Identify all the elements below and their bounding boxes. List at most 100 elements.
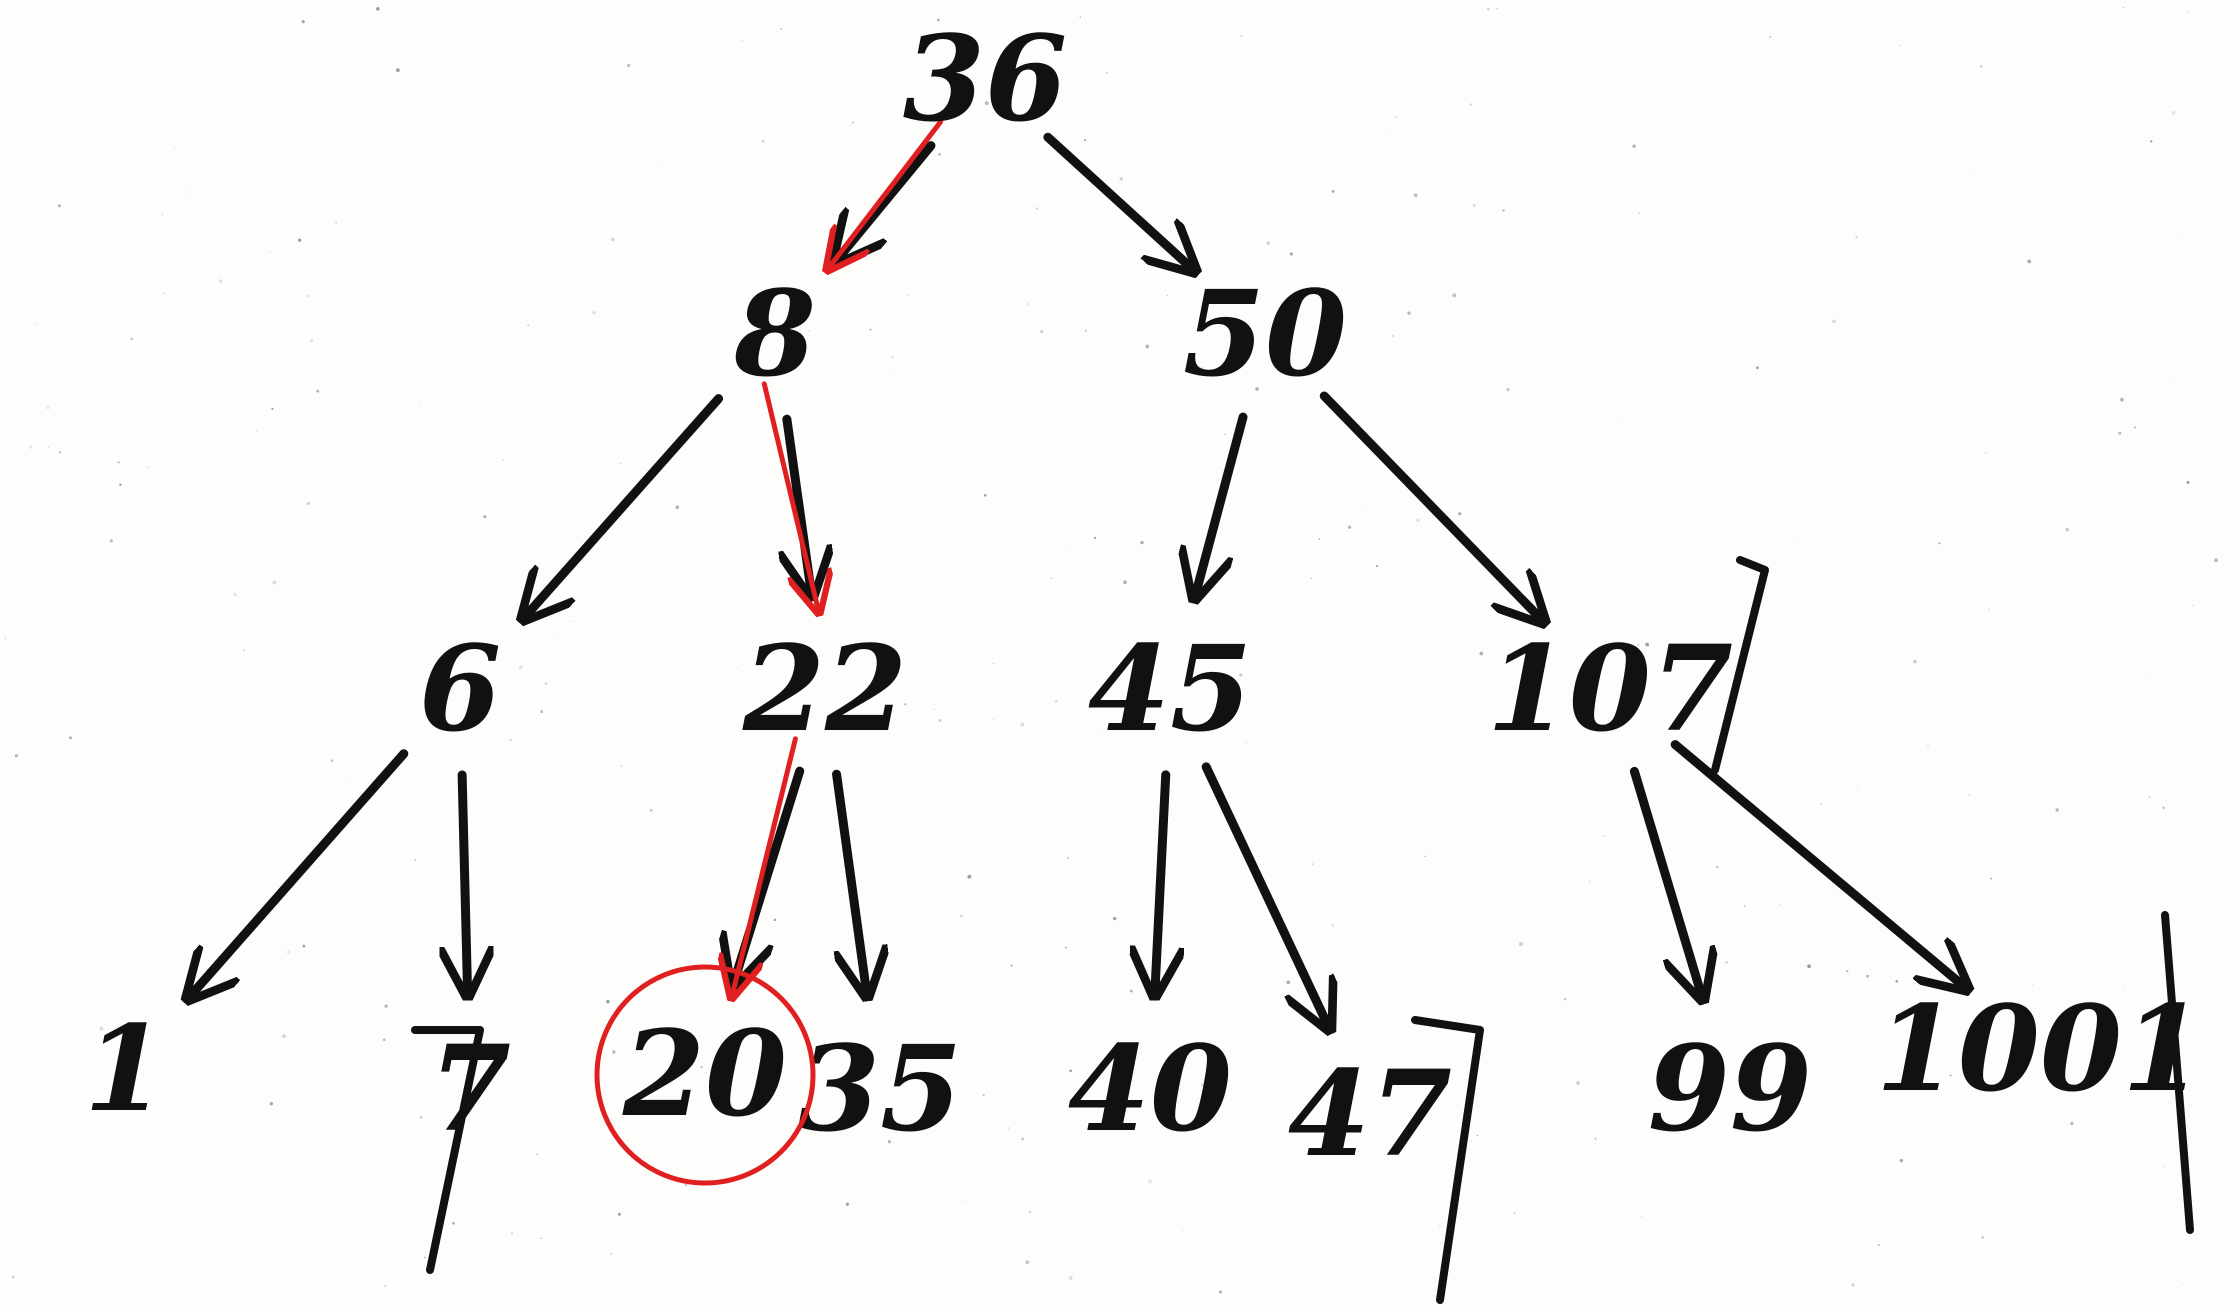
paper-speck <box>1621 420 1622 422</box>
paper-speck <box>1201 1101 1203 1103</box>
paper-speck <box>1365 503 1367 506</box>
paper-speck <box>1990 877 1993 880</box>
pen-stroke-2 <box>1711 556 1769 774</box>
paper-speck <box>1899 45 1901 46</box>
paper-speck <box>1040 330 1044 334</box>
paper-speck <box>619 462 622 465</box>
paper-speck <box>2144 673 2146 675</box>
paper-speck <box>557 632 559 634</box>
paper-speck <box>310 339 314 343</box>
paper-speck <box>109 539 113 543</box>
paper-speck <box>268 251 271 253</box>
paper-speck <box>1386 189 1387 191</box>
paper-speck <box>1010 964 1013 967</box>
paper-speck <box>414 859 416 861</box>
paper-speck <box>1407 311 1411 315</box>
node-8: 8 <box>733 264 816 403</box>
paper-speck <box>1807 964 1811 969</box>
paper-speck <box>1463 14 1465 16</box>
paper-speck <box>34 323 36 325</box>
paper-speck <box>1602 835 1605 837</box>
search-path-edges <box>732 119 944 997</box>
paper-speck <box>307 294 310 298</box>
paper-speck <box>1851 1283 1855 1287</box>
paper-speck <box>301 20 305 24</box>
paper-speck <box>1820 802 1823 805</box>
tree-nodes: 36 8 50 6 22 45 107 1 7 20 35 40 47 99 1001 <box>84 9 2204 1183</box>
paper-speck <box>316 389 320 393</box>
paper-speck <box>1239 673 1243 677</box>
paper-speck <box>287 950 291 954</box>
paper-speck <box>1519 942 1523 946</box>
paper-speck <box>617 1212 621 1216</box>
paper-speck <box>1563 998 1567 1001</box>
paper-speck <box>773 918 777 922</box>
paper-speck <box>2192 605 2194 607</box>
paper-speck <box>29 445 33 449</box>
paper-speck <box>1769 35 1772 39</box>
paper-speck <box>611 237 615 242</box>
paper-speck <box>1318 538 1321 540</box>
found-node-ring <box>594 964 816 1186</box>
paper-speck <box>1725 960 1729 964</box>
paper-speck <box>1129 989 1133 993</box>
paper-speck <box>1167 295 1169 297</box>
paper-speck <box>891 355 894 359</box>
paper-speck <box>606 999 610 1004</box>
edge-107-to-99 <box>1629 766 1702 999</box>
paper-speck <box>2055 808 2059 812</box>
paper-speck <box>540 710 544 714</box>
paper-speck <box>1289 252 1293 256</box>
paper-speck <box>807 330 810 332</box>
paper-speck <box>1638 212 1640 214</box>
edge-45-to-40 <box>1155 770 1166 995</box>
paper-speck <box>2133 426 2137 429</box>
paper-speck <box>2031 983 2034 985</box>
paper-speck <box>1123 580 1127 585</box>
paper-speck <box>851 121 855 124</box>
paper-speck <box>1424 855 1427 858</box>
paper-speck <box>2065 527 2069 532</box>
node-1001: 1001 <box>1876 979 2204 1118</box>
paper-speck <box>1487 7 1490 11</box>
paper-speck <box>1079 16 1081 18</box>
node-107: 107 <box>1487 619 1733 758</box>
node-50: 50 <box>1183 264 1347 403</box>
paper-speck <box>163 292 165 294</box>
paper-speck <box>161 214 163 216</box>
paper-speck <box>1182 552 1184 554</box>
paper-speck <box>11 1275 15 1279</box>
paper-speck <box>1413 193 1418 198</box>
paper-speck <box>663 271 665 273</box>
paper-speck <box>242 649 245 652</box>
paper-speck <box>419 1116 423 1119</box>
paper-speck <box>684 1183 688 1187</box>
edge-22-to-35 <box>832 769 867 996</box>
paper-speck <box>1949 1074 1952 1077</box>
paper-speck <box>1476 1134 1479 1137</box>
paper-speck <box>2070 1121 2074 1126</box>
paper-speck <box>1286 980 1291 985</box>
paper-speck <box>555 985 557 987</box>
paper-speck <box>959 914 963 918</box>
paper-speck <box>302 944 306 948</box>
paper-speck <box>1469 103 1473 106</box>
paper-speck <box>1637 643 1640 646</box>
paper-speck <box>1968 172 1970 174</box>
paper-speck <box>335 221 337 224</box>
paper-speck <box>1968 794 1971 796</box>
paper-speck <box>380 53 382 55</box>
paper-speck <box>1716 866 1719 869</box>
paper-speck <box>1831 319 1836 324</box>
paper-speck <box>1479 651 1484 656</box>
paper-speck <box>518 665 523 670</box>
paper-speck <box>176 1149 178 1151</box>
paper-speck <box>14 754 19 758</box>
paper-speck <box>2150 140 2153 143</box>
paper-speck <box>255 431 257 433</box>
paper-speck <box>1200 1083 1205 1087</box>
search-step-36-to-8 <box>828 119 944 270</box>
paper-speck <box>4 637 7 640</box>
paper-speck <box>620 765 622 767</box>
